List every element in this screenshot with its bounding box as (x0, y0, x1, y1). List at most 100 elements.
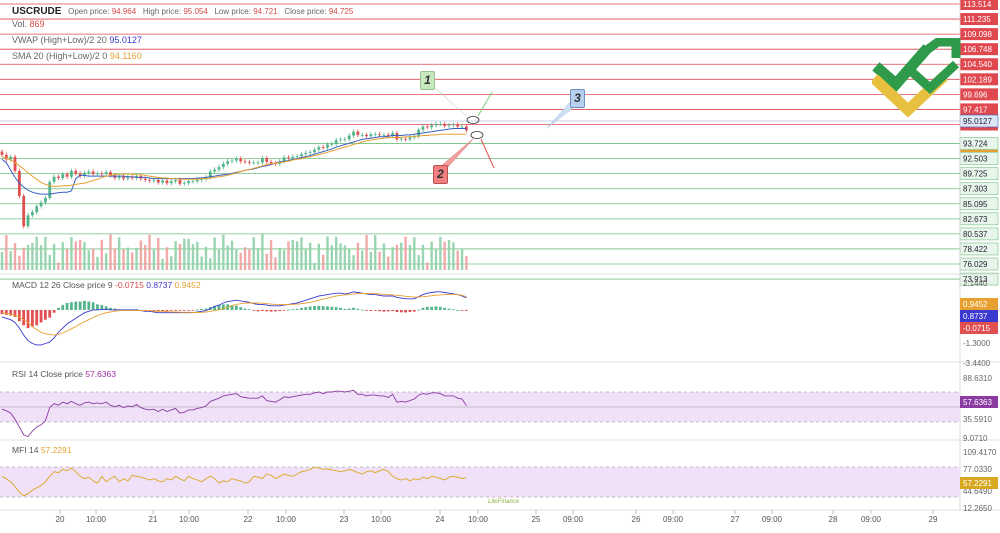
macd-histogram-bar (48, 309, 52, 318)
price-level-tag-red (960, 0, 998, 10)
macd-histogram-bar (252, 309, 256, 311)
candle-body (239, 158, 243, 162)
candle-body (334, 140, 338, 144)
candle-body (126, 177, 130, 179)
x-tick-label: 10:00 (276, 515, 297, 524)
candle (122, 174, 125, 181)
volume-bar (382, 243, 386, 270)
candle-body (226, 161, 230, 164)
candle (395, 130, 399, 142)
marker-1-label[interactable]: 1 (420, 71, 435, 90)
macd-histogram-bar (269, 309, 273, 312)
mfi-legend[interactable]: MFI 14 57.2291 (12, 445, 72, 455)
macd-axis-tick: 2.1440 (963, 279, 988, 288)
candle-body (9, 156, 13, 160)
price-level-label: 85.095 (963, 200, 988, 209)
macd-histogram-bar (282, 309, 286, 311)
candle-body (243, 161, 247, 163)
macd-legend[interactable]: MACD 12 26 Close price 9 -0.0715 0.8737 … (12, 280, 201, 290)
volume-bar (434, 249, 438, 270)
candle (104, 169, 108, 177)
candle (65, 171, 69, 179)
candle-body (456, 124, 460, 127)
volume-bar (369, 251, 373, 270)
candle-body (78, 173, 82, 177)
candle-body (161, 180, 164, 183)
macd-histogram-bar (178, 309, 182, 311)
volume-bar (404, 236, 407, 270)
macd-histogram-bar (304, 307, 308, 310)
volume-bar (57, 262, 60, 270)
volume-bar (96, 256, 99, 270)
candle (443, 121, 447, 129)
volume-bar (417, 255, 420, 270)
rsi-legend[interactable]: RSI 14 Close price 57.6363 (12, 369, 116, 379)
volume-bar (191, 244, 195, 270)
vol-label: Vol. (12, 19, 28, 29)
candle (425, 124, 429, 130)
candle (365, 132, 368, 139)
vwap-legend[interactable]: VWAP (High+Low)/2 20 95.0127 (12, 35, 142, 45)
candle (378, 131, 381, 138)
mfi-axis-tick: 109.4170 (963, 448, 997, 457)
candle-body (295, 156, 299, 157)
candle-body (256, 162, 260, 164)
candle-body (313, 149, 316, 153)
rsi-axis-tick: 9.0710 (963, 434, 988, 443)
candle (83, 170, 86, 179)
volume-bar (269, 240, 273, 270)
candle (100, 171, 104, 177)
volume-bar (395, 244, 399, 270)
volume-bar (135, 247, 138, 270)
macd-histogram-bar (234, 305, 238, 310)
volume-bar (321, 254, 325, 270)
candle (217, 164, 221, 172)
volume-bar (465, 256, 468, 270)
candle (39, 200, 43, 209)
macd-histogram-bar (438, 306, 442, 310)
symbol-label: USCRUDE (12, 6, 62, 17)
candle-body (460, 126, 464, 128)
arrow-down-red (480, 138, 495, 169)
candle (161, 178, 164, 185)
price-level-label: 113.514 (963, 0, 992, 9)
mfi-axis-tick: 77.0330 (963, 465, 992, 474)
volume-bar (243, 247, 247, 270)
volume-bar (326, 236, 329, 270)
macd-histogram-bar (313, 306, 316, 310)
candle-body (330, 143, 334, 145)
volume-bar (248, 248, 251, 270)
macd-histogram-bar (425, 306, 429, 310)
candle (456, 122, 460, 129)
candle-body (148, 179, 151, 181)
volume-bar (65, 249, 69, 270)
candle-body (282, 157, 286, 162)
x-tick-label: 22 (244, 515, 253, 524)
macd-histogram-bar (91, 302, 95, 310)
candle-body (26, 215, 30, 227)
volume-bar (330, 245, 334, 270)
volume-bar (256, 248, 260, 270)
x-tick-label: 10:00 (371, 515, 392, 524)
candle (239, 156, 243, 164)
arrow-up-green (477, 91, 493, 117)
candle-body (4, 154, 8, 160)
macd-histogram-bar (239, 307, 243, 310)
sma-legend[interactable]: SMA 20 (High+Low)/2 0 94.1160 (12, 51, 142, 61)
candle-body (395, 132, 399, 140)
macd-axis-tick: -3.4400 (963, 359, 991, 368)
macd-histogram-bar (291, 309, 295, 311)
candle-body (434, 123, 438, 126)
candle (339, 137, 342, 143)
macd-histogram-bar (378, 309, 381, 312)
macd-histogram-bar (109, 307, 112, 310)
marker-3-label[interactable]: 3 (570, 89, 585, 108)
mfi-value-tag (960, 477, 998, 489)
marker-2-label[interactable]: 2 (433, 165, 448, 184)
candle-body (317, 147, 321, 150)
candle-body (200, 179, 204, 181)
candle (412, 133, 416, 140)
candle (447, 122, 451, 129)
